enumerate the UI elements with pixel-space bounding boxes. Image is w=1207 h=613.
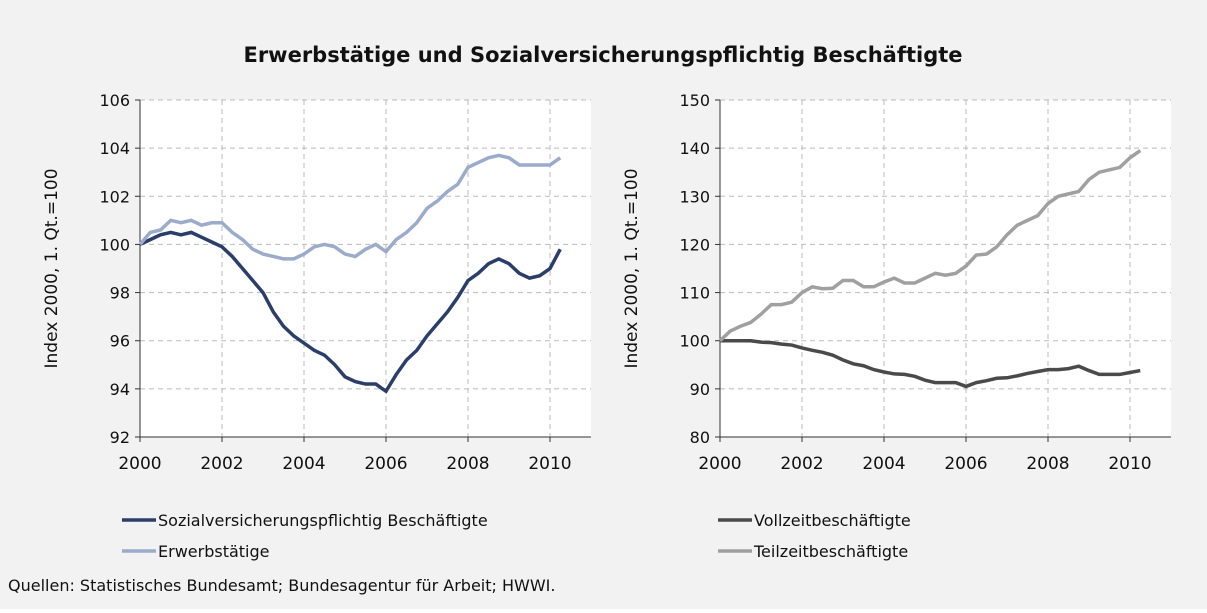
y-axis-label: Index 2000, 1. Qt.=100 bbox=[622, 168, 642, 368]
legend-label: Erwerbstätige bbox=[158, 542, 269, 561]
series-line bbox=[720, 338, 1141, 389]
source-note: Quellen: Statistisches Bundesamt; Bundes… bbox=[8, 576, 555, 595]
y-tick-label: 92 bbox=[110, 428, 130, 447]
y-tick-label: 130 bbox=[679, 187, 710, 206]
y-tick-label: 140 bbox=[679, 139, 710, 158]
x-tick-label: 2004 bbox=[282, 454, 325, 474]
series-line bbox=[718, 149, 1142, 342]
y-tick-label: 102 bbox=[99, 187, 130, 206]
y-tick-label: 98 bbox=[110, 284, 130, 303]
plot-area bbox=[140, 100, 591, 437]
chart-title: Erwerbstätige und Sozialversicherungspfl… bbox=[243, 43, 962, 67]
legend-label: Sozialversicherungspflichtig Beschäftigt… bbox=[158, 511, 488, 530]
x-tick-label: 2010 bbox=[528, 454, 571, 474]
y-axis-label: Index 2000, 1. Qt.=100 bbox=[42, 168, 62, 368]
series-line bbox=[138, 153, 562, 261]
y-tick-label: 100 bbox=[99, 235, 130, 254]
legend-label: Teilzeitbeschäftigte bbox=[753, 542, 908, 561]
y-tick-label: 96 bbox=[110, 332, 130, 351]
x-tick-label: 2002 bbox=[200, 454, 243, 474]
y-tick-label: 94 bbox=[110, 380, 130, 399]
y-tick-label: 80 bbox=[690, 428, 710, 447]
x-tick-label: 2008 bbox=[446, 454, 489, 474]
x-tick-label: 2008 bbox=[1026, 454, 1069, 474]
plot-area bbox=[720, 100, 1171, 437]
y-tick-label: 110 bbox=[679, 284, 710, 303]
x-tick-label: 2002 bbox=[780, 454, 823, 474]
y-tick-label: 120 bbox=[679, 235, 710, 254]
series-line bbox=[139, 230, 562, 394]
y-tick-label: 100 bbox=[679, 332, 710, 351]
x-tick-label: 2006 bbox=[364, 454, 407, 474]
x-tick-label: 2010 bbox=[1108, 454, 1151, 474]
y-tick-label: 150 bbox=[679, 91, 710, 110]
x-tick-label: 2004 bbox=[862, 454, 905, 474]
x-tick-label: 2000 bbox=[698, 454, 741, 474]
legend-label: Vollzeitbeschäftigte bbox=[754, 511, 911, 530]
x-tick-label: 2006 bbox=[944, 454, 987, 474]
y-tick-label: 90 bbox=[690, 380, 710, 399]
y-tick-label: 104 bbox=[99, 139, 130, 158]
x-tick-label: 2000 bbox=[118, 454, 161, 474]
y-tick-label: 106 bbox=[99, 91, 130, 110]
